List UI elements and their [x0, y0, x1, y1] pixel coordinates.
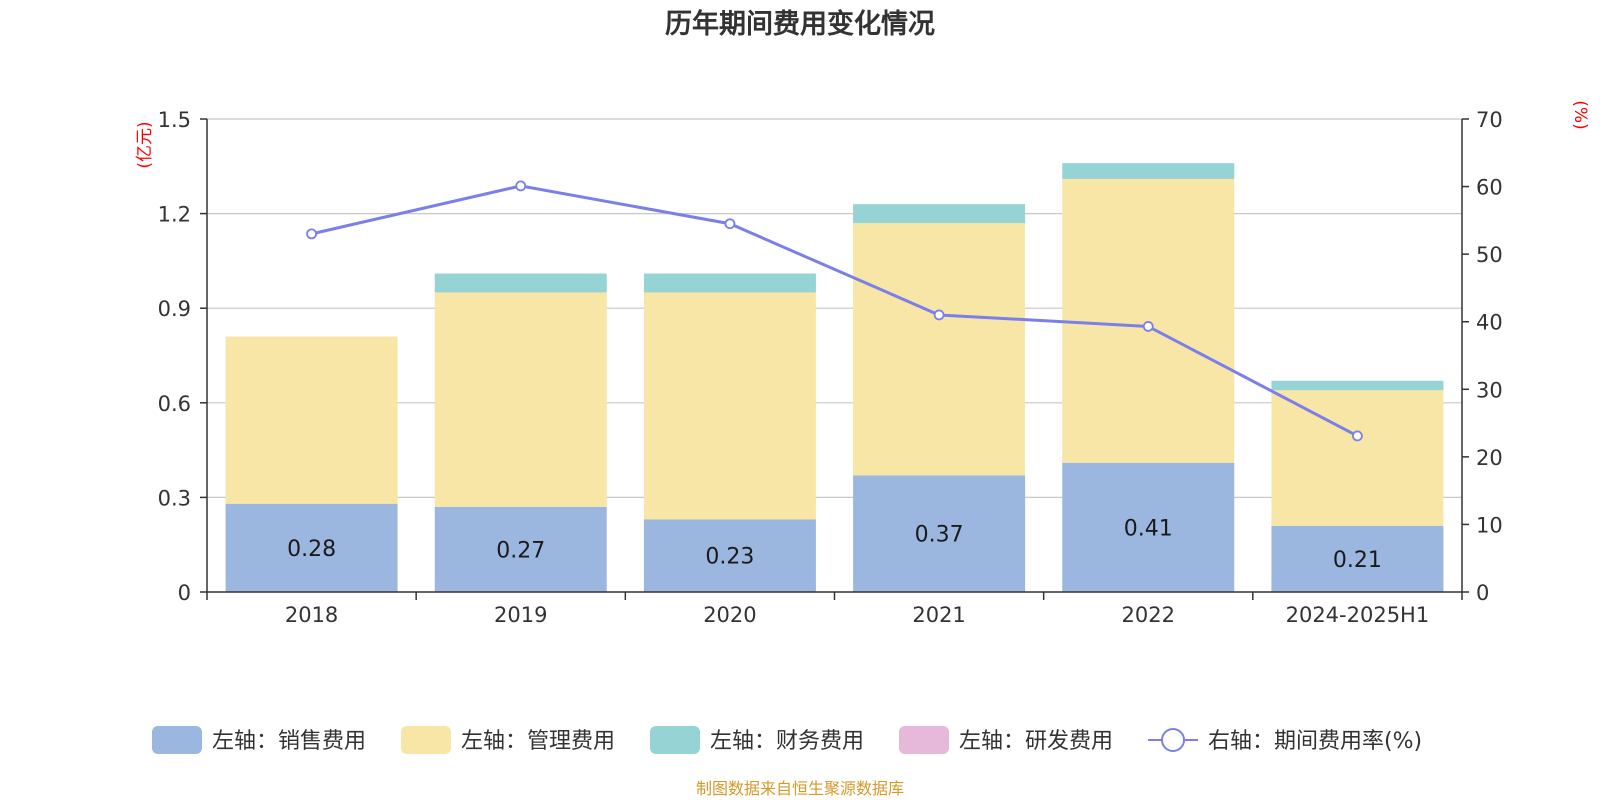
right-tick-label: 50	[1476, 243, 1503, 267]
legend-swatch	[650, 726, 700, 754]
right-tick-label: 30	[1476, 378, 1503, 402]
right-tick-label: 20	[1476, 446, 1503, 470]
rate-point	[724, 218, 736, 230]
x-tick-label: 2020	[703, 603, 756, 627]
bar-segment-2	[434, 292, 607, 507]
bar-segment-3	[853, 204, 1026, 224]
legend-item-2: 左轴：管理费用	[401, 726, 615, 754]
rate-point	[933, 309, 945, 321]
bar-segment-3	[434, 273, 607, 293]
legend-item-4: 左轴：研发费用	[899, 726, 1113, 754]
bar-segment-1	[643, 519, 816, 592]
rate-point	[306, 228, 317, 240]
rate-line-group	[306, 180, 1363, 442]
right-tick-label: 70	[1476, 108, 1503, 132]
data-label: 0.41	[1124, 516, 1173, 541]
rate-point	[1142, 321, 1154, 332]
x-tick-label: 2024-2025H1	[1286, 603, 1430, 627]
legend-label: 左轴：研发费用	[959, 729, 1113, 754]
grid-lines	[207, 118, 1462, 498]
bar-segment-3	[1271, 380, 1444, 391]
left-axis-unit: (亿元)	[135, 121, 155, 168]
x-tick-label: 2021	[912, 603, 965, 627]
data-label: 0.37	[915, 523, 964, 548]
rate-point	[515, 180, 527, 192]
legend-item-3: 左轴：财务费用	[650, 726, 864, 754]
legend: 左轴：销售费用 左轴：管理费用 左轴：财务费用 左轴：研发费用 右轴：期间费用率(%)	[152, 726, 1422, 754]
data-label: 0.21	[1333, 548, 1382, 573]
x-tick-label: 2018	[285, 603, 338, 627]
bar-segment-2	[225, 336, 398, 504]
bar-segment-3	[1062, 163, 1235, 179]
legend-label: 左轴：销售费用	[212, 729, 366, 754]
right-tick-label: 0	[1476, 581, 1489, 605]
x-tick-label: 2019	[494, 603, 547, 627]
legend-label: 左轴：财务费用	[710, 729, 864, 754]
left-tick-label: 0.6	[158, 392, 191, 416]
legend-label: 右轴：期间费用率(%)	[1208, 729, 1422, 754]
legend-swatch	[401, 726, 451, 754]
source-note: 制图数据来自恒生聚源数据库	[696, 779, 904, 798]
bar-segment-2	[643, 292, 816, 520]
data-label: 0.28	[287, 537, 336, 562]
left-tick-label: 0.3	[158, 486, 191, 510]
left-tick-label: 1.5	[158, 108, 191, 132]
left-tick-label: 0.9	[158, 297, 191, 321]
data-label: 0.23	[705, 545, 754, 570]
left-tick-label: 1.2	[158, 203, 191, 227]
data-labels-group: 0.28 0.27 0.23 0.37 0.41 0.21	[287, 516, 1382, 573]
right-axis-unit: (%)	[1570, 100, 1590, 129]
left-tick-label: 0	[178, 581, 191, 605]
bar-segment-2	[1062, 178, 1235, 463]
chart-title: 历年期间费用变化情况	[665, 8, 935, 40]
legend-item-5: 右轴：期间费用率(%)	[1148, 728, 1422, 754]
data-label: 0.27	[496, 538, 545, 563]
legend-swatch	[152, 726, 202, 754]
right-tick-label: 40	[1476, 311, 1503, 335]
bar-segment-1	[1271, 525, 1444, 592]
bar-segment-1	[853, 475, 1026, 592]
bars-group	[225, 163, 1444, 592]
bar-segment-3	[643, 273, 816, 293]
right-tick-label: 10	[1476, 513, 1503, 537]
bar-segment-1	[225, 503, 398, 592]
legend-item-1: 左轴：销售费用	[152, 726, 366, 754]
legend-swatch	[899, 726, 949, 754]
bar-segment-2	[853, 223, 1026, 476]
bar-segment-1	[1062, 462, 1235, 592]
rate-line	[311, 184, 1359, 438]
bar-segment-1	[434, 506, 607, 592]
rate-point	[1352, 430, 1363, 442]
legend-label: 左轴：管理费用	[461, 729, 615, 754]
x-tick-label: 2022	[1122, 603, 1175, 627]
right-tick-label: 60	[1476, 176, 1503, 200]
axes-group: 0 0.3 0.6 0.9 1.2 1.5 0 10 20 30 40 50 60 70 2018 2019 2…	[135, 100, 1590, 627]
bar-segment-2	[1271, 390, 1444, 526]
legend-marker-icon	[1161, 728, 1185, 752]
